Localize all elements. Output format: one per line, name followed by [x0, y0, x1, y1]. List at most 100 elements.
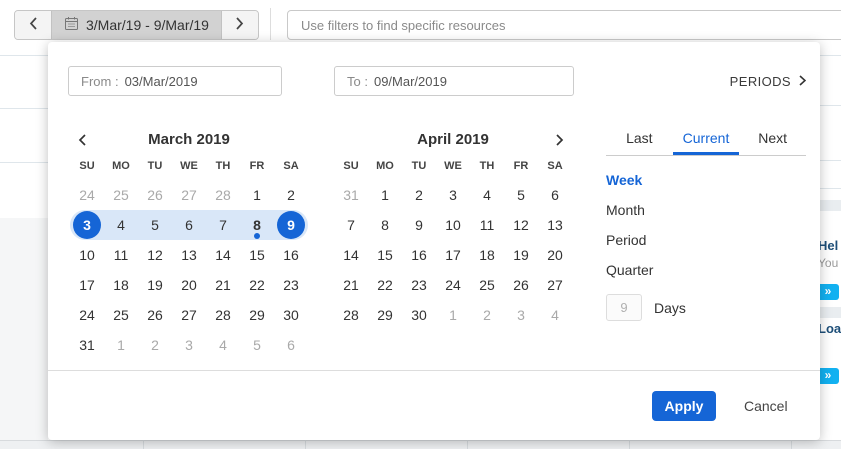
day-cell[interactable]: 28 [334, 300, 368, 330]
day-cell[interactable]: 23 [274, 270, 308, 300]
expand-badge-icon[interactable]: » [817, 284, 839, 300]
preset-week[interactable]: Week [606, 172, 643, 188]
day-cell[interactable]: 25 [104, 300, 138, 330]
day-cell[interactable]: 24 [436, 270, 470, 300]
days-count-input[interactable]: 9 [606, 294, 642, 321]
day-cell[interactable]: 3 [70, 210, 104, 240]
day-cell[interactable]: 9 [274, 210, 308, 240]
day-cell[interactable]: 18 [470, 240, 504, 270]
next-month-button[interactable] [550, 132, 570, 150]
day-cell[interactable]: 29 [368, 300, 402, 330]
day-cell[interactable]: 25 [470, 270, 504, 300]
day-cell[interactable]: 7 [334, 210, 368, 240]
day-cell[interactable]: 4 [104, 210, 138, 240]
toolbar-divider [270, 8, 271, 40]
day-cell[interactable]: 7 [206, 210, 240, 240]
resource-filter-input[interactable] [287, 10, 841, 40]
day-cell[interactable]: 2 [402, 180, 436, 210]
day-cell[interactable]: 17 [70, 270, 104, 300]
day-cell[interactable]: 5 [138, 210, 172, 240]
day-cell[interactable]: 10 [70, 240, 104, 270]
day-cell[interactable]: 11 [470, 210, 504, 240]
day-cell[interactable]: 27 [172, 180, 206, 210]
day-cell[interactable]: 2 [138, 330, 172, 360]
day-cell[interactable]: 18 [104, 270, 138, 300]
day-cell[interactable]: 30 [274, 300, 308, 330]
day-cell[interactable]: 20 [172, 270, 206, 300]
day-cell[interactable]: 11 [104, 240, 138, 270]
day-cell[interactable]: 31 [334, 180, 368, 210]
day-cell[interactable]: 4 [538, 300, 572, 330]
day-cell[interactable]: 22 [368, 270, 402, 300]
day-cell[interactable]: 6 [538, 180, 572, 210]
day-cell[interactable]: 1 [368, 180, 402, 210]
day-cell[interactable]: 16 [402, 240, 436, 270]
day-cell[interactable]: 5 [504, 180, 538, 210]
day-cell[interactable]: 27 [172, 300, 206, 330]
prev-period-button[interactable] [15, 11, 51, 39]
day-cell[interactable]: 30 [402, 300, 436, 330]
day-cell[interactable]: 6 [274, 330, 308, 360]
day-cell[interactable]: 8 [240, 210, 274, 240]
day-cell[interactable]: 16 [274, 240, 308, 270]
day-cell[interactable]: 3 [172, 330, 206, 360]
day-cell[interactable]: 3 [436, 180, 470, 210]
day-cell[interactable]: 2 [274, 180, 308, 210]
day-cell[interactable]: 26 [504, 270, 538, 300]
day-cell[interactable]: 13 [538, 210, 572, 240]
cancel-button[interactable]: Cancel [738, 391, 794, 421]
day-cell[interactable]: 26 [138, 300, 172, 330]
to-date-input[interactable]: To : 09/Mar/2019 [334, 66, 574, 96]
day-cell[interactable]: 6 [172, 210, 206, 240]
day-cell[interactable]: 4 [206, 330, 240, 360]
day-cell[interactable]: 24 [70, 300, 104, 330]
expand-badge-icon[interactable]: » [817, 368, 839, 384]
tab-last[interactable]: Last [626, 130, 653, 146]
day-cell[interactable]: 1 [104, 330, 138, 360]
day-cell[interactable]: 20 [538, 240, 572, 270]
day-cell[interactable]: 31 [70, 330, 104, 360]
day-cell[interactable]: 19 [138, 270, 172, 300]
day-cell[interactable]: 1 [240, 180, 274, 210]
tab-current[interactable]: Current [673, 130, 740, 155]
day-cell[interactable]: 5 [240, 330, 274, 360]
day-cell[interactable]: 23 [402, 270, 436, 300]
day-cell[interactable]: 4 [470, 180, 504, 210]
preset-quarter[interactable]: Quarter [606, 262, 654, 278]
day-cell[interactable]: 25 [104, 180, 138, 210]
day-cell[interactable]: 1 [436, 300, 470, 330]
day-cell[interactable]: 9 [402, 210, 436, 240]
day-cell[interactable]: 12 [504, 210, 538, 240]
day-cell[interactable]: 3 [504, 300, 538, 330]
next-period-button[interactable] [221, 11, 258, 39]
day-cell[interactable]: 12 [138, 240, 172, 270]
day-cell[interactable]: 13 [172, 240, 206, 270]
day-cell[interactable]: 19 [504, 240, 538, 270]
day-cell[interactable]: 21 [206, 270, 240, 300]
day-cell[interactable]: 17 [436, 240, 470, 270]
apply-button[interactable]: Apply [652, 391, 716, 421]
day-cell[interactable]: 29 [240, 300, 274, 330]
day-cell[interactable]: 24 [70, 180, 104, 210]
periods-link[interactable]: PERIODS [730, 74, 807, 89]
preset-period[interactable]: Period [606, 232, 647, 248]
from-date-input[interactable]: From : 03/Mar/2019 [68, 66, 282, 96]
date-range-button[interactable]: 3/Mar/19 - 9/Mar/19 [51, 11, 222, 39]
day-cell[interactable]: 14 [206, 240, 240, 270]
day-cell[interactable]: 10 [436, 210, 470, 240]
day-cell[interactable]: 15 [240, 240, 274, 270]
day-cell[interactable]: 28 [206, 300, 240, 330]
weekday-label: WE [180, 160, 198, 172]
day-cell[interactable]: 22 [240, 270, 274, 300]
day-cell[interactable]: 15 [368, 240, 402, 270]
day-cell[interactable]: 26 [138, 180, 172, 210]
day-cell[interactable]: 2 [470, 300, 504, 330]
preset-month[interactable]: Month [606, 202, 645, 218]
prev-month-button[interactable] [72, 132, 92, 150]
day-cell[interactable]: 27 [538, 270, 572, 300]
day-cell[interactable]: 8 [368, 210, 402, 240]
tab-next[interactable]: Next [758, 130, 788, 146]
day-cell[interactable]: 21 [334, 270, 368, 300]
day-cell[interactable]: 28 [206, 180, 240, 210]
day-cell[interactable]: 14 [334, 240, 368, 270]
